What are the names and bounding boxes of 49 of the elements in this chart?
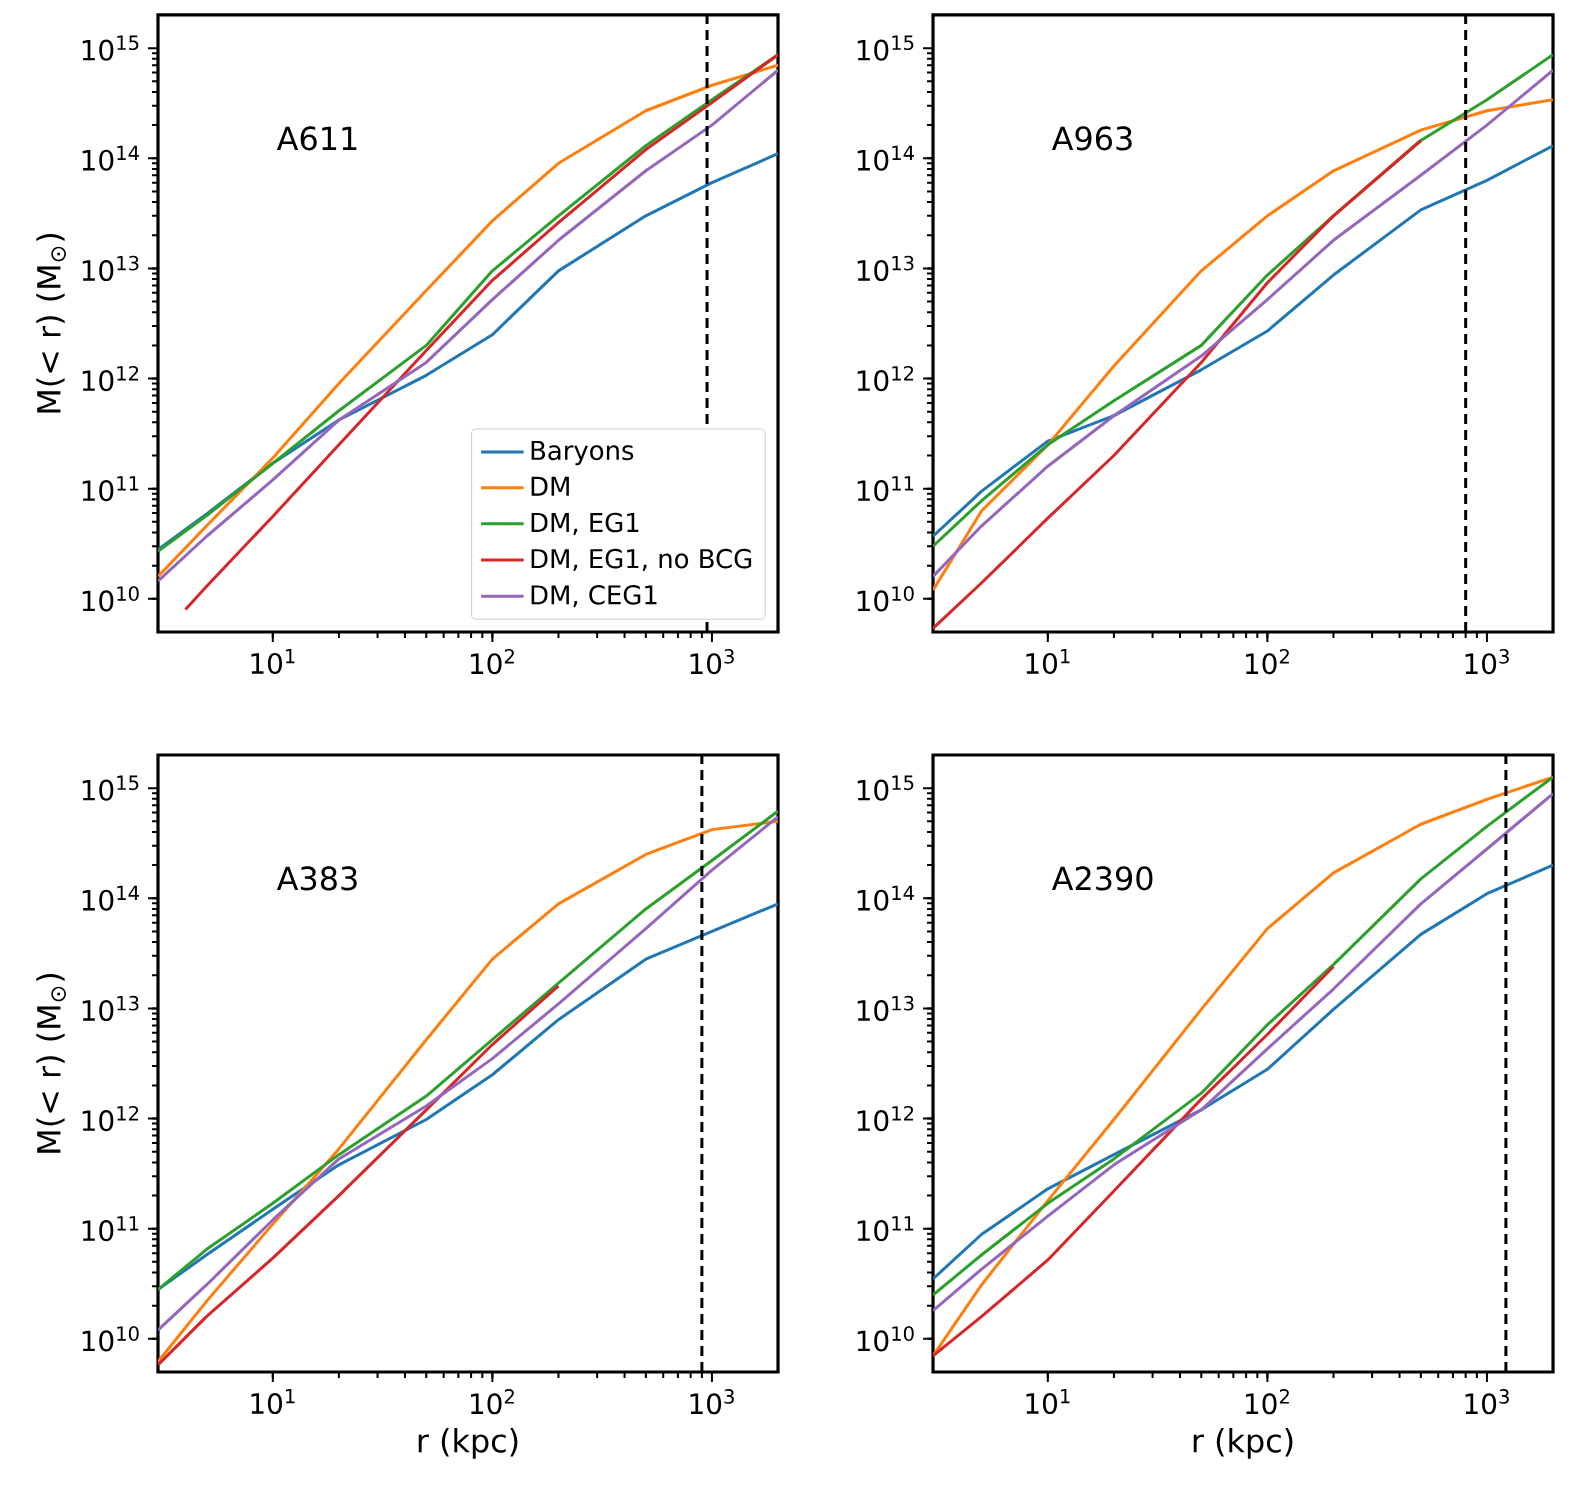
y-tick-label: 10$^{15}$	[82, 775, 139, 801]
y-tick-label: 10$^{15}$	[857, 775, 914, 801]
legend-label: DM, EG1	[531, 512, 639, 535]
x-tick-label: 10$^{2}$	[470, 1389, 514, 1415]
y-tick-label: 10$^{12}$	[857, 365, 914, 392]
y-tick-label: 10$^{12}$	[82, 365, 139, 392]
legend-label: Baryons	[531, 440, 634, 466]
x-tick-label: 10$^{3}$	[690, 648, 734, 675]
y-tick-label: 10$^{10}$	[82, 1326, 139, 1352]
x-tick-label: 10$^{1}$	[251, 648, 295, 675]
annotation: A963	[1051, 126, 1132, 151]
annotation: A2390	[1051, 866, 1153, 891]
x-tick-label: 10$^{2}$	[1245, 1389, 1289, 1415]
y-tick-label: 10$^{11}$	[857, 1216, 914, 1242]
x-tick-label: 10$^{3}$	[1465, 1389, 1509, 1415]
x-axis-title: r (kpc)	[1193, 1428, 1293, 1459]
y-tick-label: 10$^{14}$	[857, 145, 914, 171]
y-tick-label: 10$^{14}$	[82, 885, 139, 911]
y-tick-label: 10$^{15}$	[82, 35, 139, 61]
y-axis-title: M(< r) (M$_{⊙}$)	[36, 973, 66, 1153]
y-tick-label: 10$^{14}$	[82, 145, 139, 171]
y-tick-label: 10$^{13}$	[857, 255, 914, 282]
y-tick-label: 10$^{13}$	[857, 995, 914, 1022]
x-tick-label: 10$^{3}$	[690, 1389, 734, 1415]
y-tick-label: 10$^{10}$	[857, 1326, 914, 1352]
y-tick-label: 10$^{11}$	[82, 1216, 139, 1242]
legend-label: DM	[531, 476, 569, 496]
y-tick-label: 10$^{11}$	[857, 476, 914, 502]
y-tick-label: 10$^{15}$	[857, 35, 914, 61]
y-axis-title: M(< r) (M$_{⊙}$)	[36, 233, 66, 413]
legend-label: DM, EG1, no BCG	[531, 548, 752, 572]
y-tick-label: 10$^{10}$	[82, 586, 139, 612]
annotation: A611	[276, 126, 357, 151]
x-tick-label: 10$^{2}$	[470, 648, 514, 675]
x-tick-label: 10$^{1}$	[1026, 1389, 1070, 1415]
x-tick-label: 10$^{3}$	[1465, 648, 1509, 675]
y-tick-label: 10$^{10}$	[857, 586, 914, 612]
y-tick-label: 10$^{13}$	[82, 995, 139, 1022]
y-tick-label: 10$^{14}$	[857, 885, 914, 911]
legend-label: DM, CEG1	[531, 585, 657, 608]
x-tick-label: 10$^{1}$	[251, 1389, 295, 1415]
x-axis-title: r (kpc)	[418, 1428, 518, 1459]
annotation: A383	[276, 866, 357, 891]
y-tick-label: 10$^{11}$	[82, 476, 139, 502]
x-tick-label: 10$^{2}$	[1245, 648, 1289, 675]
y-tick-label: 10$^{13}$	[82, 255, 139, 282]
y-tick-label: 10$^{12}$	[857, 1105, 914, 1132]
x-tick-label: 10$^{1}$	[1026, 648, 1070, 675]
y-tick-label: 10$^{12}$	[82, 1105, 139, 1132]
